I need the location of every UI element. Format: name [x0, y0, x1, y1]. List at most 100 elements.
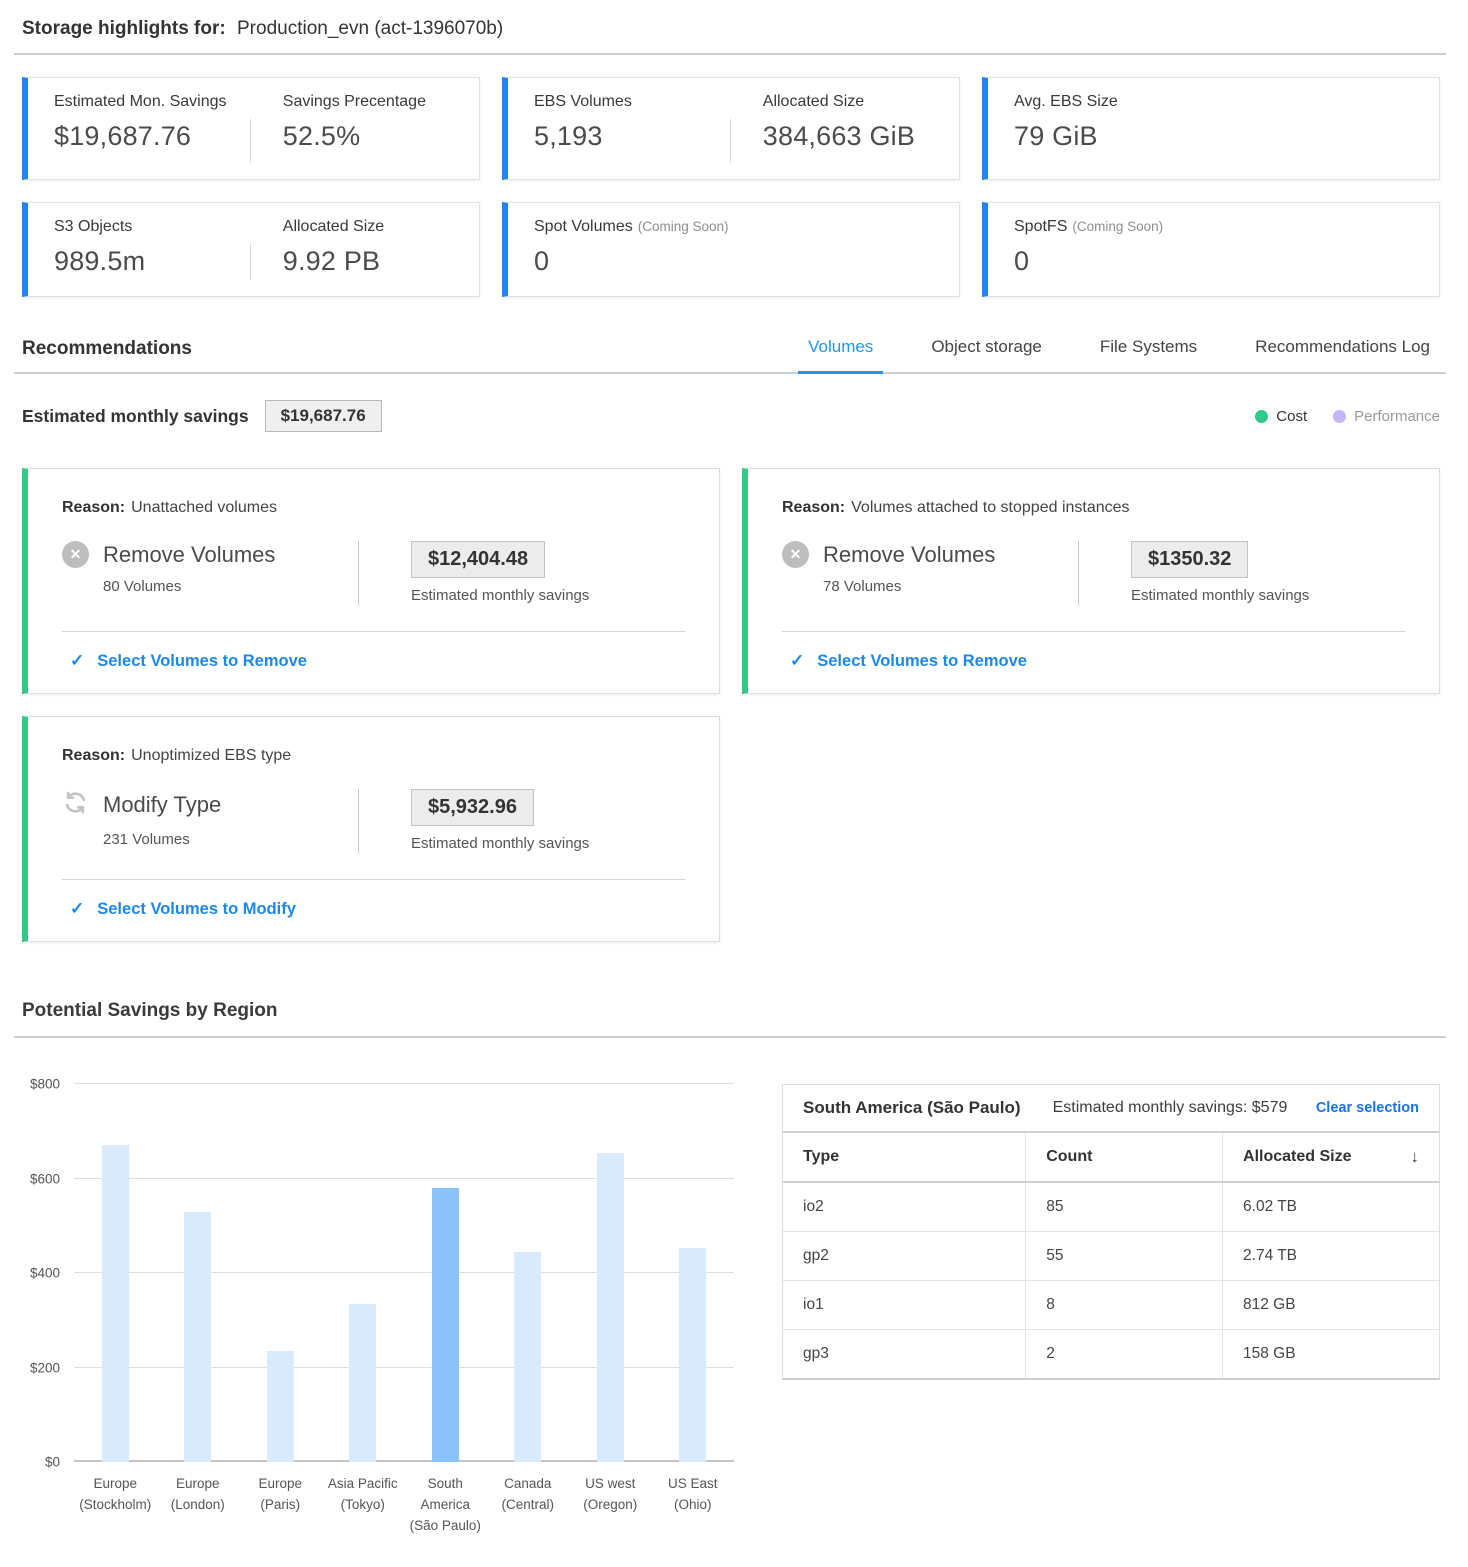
- clear-selection-link[interactable]: Clear selection: [1315, 1100, 1419, 1116]
- region-bar-2[interactable]: [266, 1350, 294, 1462]
- y-axis-tick-label: $400: [29, 1265, 60, 1281]
- recommendation-card: Reason: Volumes attached to stopped insta…: [742, 468, 1440, 694]
- region-section-title: Potential Savings by Region: [22, 1000, 278, 1021]
- remove-circle-icon: ✕: [62, 541, 89, 568]
- x-axis-label: South America (São Paulo): [409, 1476, 481, 1533]
- summary-card: Avg. EBS Size 79 GiB: [982, 77, 1440, 180]
- checkmark-icon: ✓: [70, 899, 85, 918]
- summary-field-label-text: Spot Volumes: [534, 218, 633, 235]
- action-block: ✕ Remove Volumes 78 Volumes: [782, 541, 1078, 595]
- summary-field-label-text: Avg. EBS Size: [1014, 93, 1118, 110]
- checkmark-icon: ✓: [790, 651, 805, 670]
- y-axis-tick-label: $800: [29, 1076, 60, 1092]
- recommendation-main: ✕ Remove Volumes 78 Volumes $1350.32 Estimat…: [782, 541, 1405, 605]
- checkmark-icon: ✓: [70, 651, 85, 670]
- region-bar-4[interactable]: [431, 1188, 459, 1462]
- region-bar-5[interactable]: [514, 1252, 542, 1462]
- table-row[interactable]: io2 85 6.02 TB: [783, 1182, 1439, 1232]
- summary-field-value: 5,193: [534, 121, 603, 151]
- tabs-divider: [14, 372, 1446, 374]
- coming-soon-note: (Coming Soon): [637, 219, 729, 234]
- estimated-savings-label: Estimated monthly savings: [22, 405, 249, 426]
- summary-field-label: Spot Volumes (Coming Soon): [534, 218, 933, 236]
- tab-object-storage[interactable]: Object storage: [931, 337, 1042, 356]
- summary-card: Estimated Mon. Savings $19,687.76 Savings …: [22, 77, 480, 180]
- summary-field-value: 0: [1014, 246, 1030, 276]
- table-row[interactable]: io1 8 812 GB: [783, 1280, 1439, 1330]
- summary-field-label-text: SpotFS: [1014, 218, 1068, 235]
- tab-volumes[interactable]: Volumes: [798, 337, 884, 374]
- volume-count: 231 Volumes: [103, 831, 190, 848]
- tab-file-systems[interactable]: File Systems: [1099, 337, 1198, 356]
- y-axis-tick-label: $600: [29, 1171, 60, 1186]
- savings-caption: Estimated monthly savings: [410, 587, 590, 604]
- action-title: Remove Volumes: [103, 541, 276, 567]
- recommendations-header: Recommendations Volumes Object storage Fil…: [22, 337, 1440, 374]
- volume-types-table: Type Count Allocated Size ↓ io2 85 6.02 TB…: [783, 1133, 1439, 1378]
- savings-block: $12,404.48 Estimated monthly savings: [359, 541, 685, 604]
- volume-count: 78 Volumes: [823, 578, 902, 595]
- card-vertical-divider: [357, 541, 359, 605]
- volume-count: 80 Volumes: [103, 578, 182, 595]
- table-cell-type: io1: [783, 1280, 1026, 1330]
- gridline: [74, 1366, 734, 1368]
- reason-label: Reason:: [782, 499, 846, 516]
- reason-label: Reason:: [62, 747, 126, 764]
- select-volumes-link[interactable]: Select Volumes to Modify: [97, 899, 296, 918]
- x-axis-label: Canada (Central): [501, 1476, 554, 1512]
- summary-field-label-text: Allocated Size: [762, 93, 865, 110]
- select-volumes-link[interactable]: Select Volumes to Remove: [817, 651, 1027, 670]
- summary-field-value: 52.5%: [282, 121, 361, 151]
- summary-field: EBS Volumes 5,193: [534, 93, 730, 165]
- card-field-divider: [249, 119, 251, 163]
- summary-field-value: 0: [534, 246, 550, 276]
- tab-recommendations-log[interactable]: Recommendations Log: [1255, 337, 1430, 356]
- gridline: [74, 1177, 734, 1179]
- table-cell-count: 85: [1025, 1182, 1223, 1232]
- select-volumes-action[interactable]: ✓ Select Volumes to Modify: [62, 880, 685, 941]
- table-cell-count: 55: [1025, 1231, 1223, 1281]
- x-axis-label: Europe (Stockholm): [79, 1476, 152, 1512]
- summary-field-label: EBS Volumes: [534, 93, 730, 111]
- summary-field: Estimated Mon. Savings $19,687.76: [54, 93, 250, 165]
- reason-line: Reason: Unattached volumes: [62, 499, 685, 517]
- column-header-count[interactable]: Count: [1025, 1133, 1223, 1183]
- table-row[interactable]: gp3 2 158 GB: [783, 1329, 1439, 1378]
- legend-item-cost: Cost: [1255, 408, 1307, 425]
- action-row: Modify Type: [62, 789, 358, 821]
- selected-region-savings: Estimated monthly savings: $579: [1052, 1099, 1288, 1116]
- region-bar-3[interactable]: [349, 1304, 377, 1462]
- region-bar-6[interactable]: [596, 1153, 624, 1462]
- select-volumes-action[interactable]: ✓ Select Volumes to Remove: [782, 632, 1405, 693]
- summary-cards: Estimated Mon. Savings $19,687.76 Savings …: [22, 77, 1440, 297]
- column-header-type[interactable]: Type: [783, 1133, 1026, 1183]
- bar-slot: [404, 1084, 487, 1462]
- recommendation-card: Reason: Unoptimized EBS type Modify Type 23…: [22, 716, 720, 942]
- card-vertical-divider: [1077, 541, 1079, 605]
- action-row: ✕ Remove Volumes: [782, 541, 1078, 568]
- table-row[interactable]: gp2 55 2.74 TB: [783, 1231, 1439, 1281]
- gridline: [74, 1460, 734, 1462]
- summary-field-value: $19,687.76: [54, 121, 192, 151]
- region-body: $0 $200 $400 $600 $800 Europe (Stockholm) Euro…: [22, 1077, 1440, 1537]
- select-volumes-link[interactable]: Select Volumes to Remove: [97, 651, 307, 670]
- summary-field-label: Allocated Size: [763, 93, 933, 111]
- region-bar-7[interactable]: [679, 1247, 707, 1462]
- summary-field-label: S3 Objects: [54, 218, 250, 236]
- table-cell-allocated-size: 158 GB: [1222, 1329, 1439, 1378]
- bar-slot: [487, 1084, 570, 1462]
- region-bar-0[interactable]: [101, 1145, 129, 1462]
- bar-slot: [157, 1084, 240, 1462]
- chart-bars: [74, 1084, 734, 1462]
- card-horizontal-divider: [62, 631, 685, 632]
- chart-y-axis: $0 $200 $400 $600 $800: [22, 1077, 74, 1470]
- column-header-allocated-size[interactable]: Allocated Size ↓: [1222, 1133, 1439, 1183]
- savings-block: $1350.32 Estimated monthly savings: [1079, 541, 1405, 604]
- x-axis-label: Europe (London): [170, 1476, 225, 1512]
- x-axis-label: Asia Pacific (Tokyo): [327, 1476, 398, 1512]
- region-bar-1[interactable]: [184, 1211, 212, 1462]
- sort-descending-icon[interactable]: ↓: [1410, 1147, 1420, 1166]
- summary-card: Spot Volumes (Coming Soon) 0: [502, 202, 960, 297]
- summary-field: SpotFS (Coming Soon) 0: [1014, 218, 1413, 282]
- select-volumes-action[interactable]: ✓ Select Volumes to Remove: [62, 632, 685, 693]
